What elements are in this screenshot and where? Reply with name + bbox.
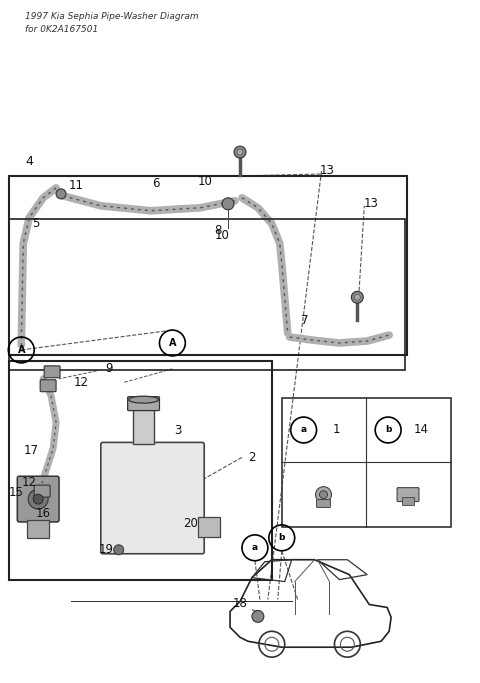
Text: 3: 3: [175, 424, 182, 437]
FancyBboxPatch shape: [128, 397, 159, 410]
Text: 17: 17: [24, 444, 39, 457]
Circle shape: [28, 489, 48, 509]
Text: A: A: [168, 338, 176, 348]
Circle shape: [237, 149, 243, 155]
FancyBboxPatch shape: [44, 366, 60, 378]
Text: A: A: [18, 345, 25, 355]
Circle shape: [354, 294, 360, 301]
Text: 18: 18: [233, 597, 247, 610]
Text: 16: 16: [36, 507, 51, 520]
FancyBboxPatch shape: [17, 476, 59, 522]
Circle shape: [114, 545, 124, 555]
FancyBboxPatch shape: [27, 520, 49, 538]
Circle shape: [33, 494, 43, 504]
Circle shape: [252, 611, 264, 622]
FancyBboxPatch shape: [34, 485, 50, 497]
Text: a: a: [300, 426, 307, 434]
Text: 10: 10: [198, 176, 213, 189]
Text: 9: 9: [105, 363, 112, 376]
Text: 5: 5: [33, 217, 40, 230]
Text: a: a: [252, 543, 258, 553]
Text: 1997 Kia Sephia Pipe-Washer Diagram: 1997 Kia Sephia Pipe-Washer Diagram: [25, 12, 199, 21]
Text: 12: 12: [22, 475, 37, 488]
FancyBboxPatch shape: [316, 499, 330, 507]
Text: b: b: [278, 533, 285, 542]
Circle shape: [222, 198, 234, 210]
FancyBboxPatch shape: [132, 404, 155, 445]
Text: 13: 13: [320, 165, 335, 178]
Circle shape: [315, 487, 332, 503]
Text: 20: 20: [183, 518, 198, 531]
Ellipse shape: [129, 396, 158, 403]
Text: 11: 11: [69, 180, 84, 193]
Text: b: b: [385, 426, 391, 434]
FancyBboxPatch shape: [40, 380, 56, 392]
Text: 19: 19: [98, 543, 113, 556]
Text: 15: 15: [9, 486, 24, 499]
FancyBboxPatch shape: [397, 488, 419, 501]
Circle shape: [234, 146, 246, 158]
Text: for 0K2A167501: for 0K2A167501: [25, 25, 98, 34]
Text: 13: 13: [364, 197, 379, 210]
Text: 12: 12: [73, 376, 88, 389]
Circle shape: [351, 291, 363, 303]
FancyBboxPatch shape: [198, 517, 220, 537]
FancyBboxPatch shape: [101, 443, 204, 554]
Circle shape: [56, 189, 66, 199]
Text: 1: 1: [333, 423, 340, 436]
Text: 2: 2: [248, 451, 256, 464]
Text: 14: 14: [413, 423, 429, 436]
Text: 7: 7: [301, 313, 308, 326]
Circle shape: [320, 490, 327, 499]
Text: 8: 8: [215, 224, 222, 237]
Text: 4: 4: [25, 155, 33, 168]
FancyBboxPatch shape: [402, 497, 414, 505]
Text: 6: 6: [152, 178, 159, 191]
Text: 10: 10: [215, 229, 229, 242]
